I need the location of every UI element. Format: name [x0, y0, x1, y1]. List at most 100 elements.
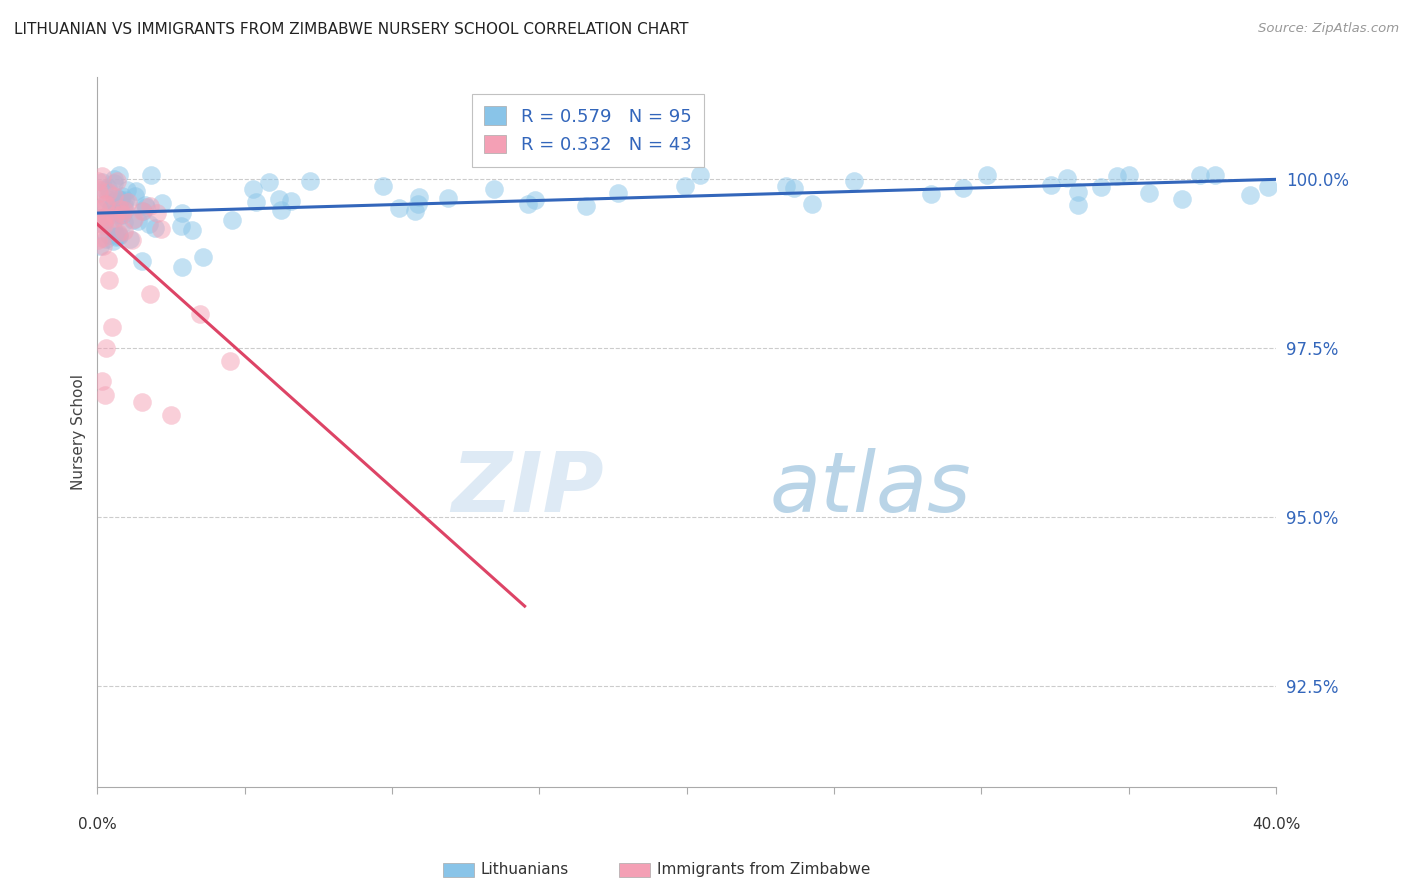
Point: [103, 194, 125, 208]
Point: [107, 169, 129, 183]
Point: [146, 206, 169, 220]
Point: [138, 217, 160, 231]
Point: [1105, 169, 1128, 183]
Point: [96, 341, 118, 355]
Point: [97, 186, 120, 200]
Text: Lithuanians: Lithuanians: [481, 863, 569, 877]
Text: Immigrants from Zimbabwe: Immigrants from Zimbabwe: [657, 863, 870, 877]
Point: [221, 212, 243, 227]
Point: [219, 354, 242, 368]
Point: [89, 211, 111, 225]
Text: Source: ZipAtlas.com: Source: ZipAtlas.com: [1258, 22, 1399, 36]
Point: [108, 202, 131, 216]
Point: [94, 197, 117, 211]
Point: [1067, 198, 1090, 212]
Point: [193, 250, 215, 264]
Point: [94, 213, 117, 227]
Point: [139, 199, 162, 213]
Point: [1090, 179, 1112, 194]
Point: [149, 222, 172, 236]
Point: [1040, 178, 1063, 193]
Point: [105, 230, 128, 244]
Point: [90, 231, 112, 245]
Point: [1118, 169, 1140, 183]
Point: [96, 192, 118, 206]
Point: [373, 178, 395, 193]
Point: [143, 221, 166, 235]
Point: [87, 186, 110, 201]
Point: [97, 252, 120, 267]
Point: [103, 171, 125, 186]
Point: [388, 201, 411, 215]
Point: [91, 239, 114, 253]
Point: [111, 189, 134, 203]
Point: [257, 175, 280, 189]
Point: [101, 320, 124, 334]
Point: [127, 213, 149, 227]
Point: [125, 185, 148, 199]
Point: [107, 229, 129, 244]
Point: [606, 186, 628, 200]
Point: [131, 254, 153, 268]
Point: [103, 177, 125, 191]
Point: [482, 182, 505, 196]
Point: [87, 202, 110, 216]
Point: [107, 173, 129, 187]
Text: atlas: atlas: [769, 449, 972, 529]
Point: [139, 169, 162, 183]
Point: [100, 202, 122, 216]
Point: [1189, 169, 1212, 183]
Y-axis label: Nursery School: Nursery School: [72, 374, 86, 490]
Point: [98, 273, 121, 287]
Point: [87, 182, 110, 196]
Point: [135, 201, 157, 215]
Point: [105, 191, 128, 205]
Point: [170, 219, 193, 234]
Text: ZIP: ZIP: [451, 449, 605, 529]
Point: [242, 182, 264, 196]
Point: [112, 203, 135, 218]
Point: [87, 174, 110, 188]
Legend: R = 0.579   N = 95, R = 0.332   N = 43: R = 0.579 N = 95, R = 0.332 N = 43: [472, 94, 704, 167]
Point: [94, 232, 117, 246]
Point: [101, 234, 124, 248]
Point: [108, 227, 131, 242]
Point: [524, 194, 547, 208]
Point: [117, 195, 139, 210]
Text: LITHUANIAN VS IMMIGRANTS FROM ZIMBABWE NURSERY SCHOOL CORRELATION CHART: LITHUANIAN VS IMMIGRANTS FROM ZIMBABWE N…: [14, 22, 689, 37]
Point: [976, 169, 998, 183]
Point: [1239, 188, 1261, 202]
Point: [150, 196, 173, 211]
Point: [103, 189, 125, 203]
Point: [91, 174, 114, 188]
Point: [139, 286, 162, 301]
Point: [134, 198, 156, 212]
Point: [91, 216, 114, 230]
Point: [114, 202, 136, 217]
Point: [132, 204, 155, 219]
Point: [516, 197, 538, 211]
Point: [91, 169, 114, 184]
Point: [114, 193, 136, 207]
Point: [1137, 186, 1160, 201]
Point: [105, 204, 128, 219]
Point: [1171, 192, 1194, 206]
Point: [775, 178, 797, 193]
Point: [673, 179, 696, 194]
Point: [181, 223, 204, 237]
Point: [121, 233, 143, 247]
Point: [107, 202, 129, 217]
Point: [112, 198, 135, 212]
Point: [89, 201, 111, 215]
Point: [952, 181, 974, 195]
Point: [122, 212, 145, 227]
Point: [97, 216, 120, 230]
Point: [97, 180, 120, 194]
Point: [89, 239, 111, 253]
Point: [406, 197, 429, 211]
Point: [190, 307, 212, 321]
Point: [800, 196, 823, 211]
Point: [920, 186, 942, 201]
Point: [299, 174, 322, 188]
Point: [269, 192, 291, 206]
